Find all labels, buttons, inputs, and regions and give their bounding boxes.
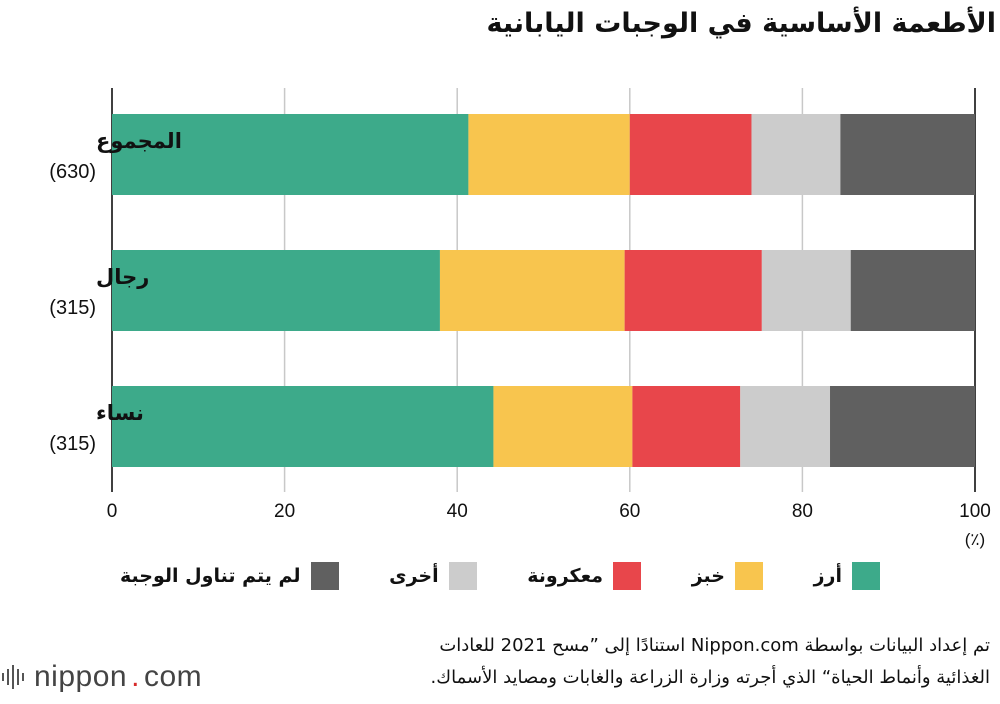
source-line-2: الغذائية وأنماط الحياة“ الذي أجرته وزارة… xyxy=(430,667,990,688)
bar-segment xyxy=(624,250,762,331)
legend-item-skipped: لم يتم تناول الوجبة xyxy=(120,562,339,590)
legend-label-noodles: معكرونة xyxy=(527,565,604,587)
chart-title: الأطعمة الأساسية في الوجبات اليابانية xyxy=(486,8,996,39)
bar-segment xyxy=(830,386,975,467)
legend-swatch-noodles xyxy=(613,562,642,590)
logo-bars-icon xyxy=(2,665,24,689)
legend-item-rice: أرز xyxy=(814,562,880,590)
x-tick-label: 60 xyxy=(619,501,640,522)
bar-segment xyxy=(850,250,975,331)
legend-label-skipped: لم يتم تناول الوجبة xyxy=(120,565,301,587)
nippon-logo: nippon. com xyxy=(2,660,202,694)
legend-label-other: أخرى xyxy=(389,565,439,587)
logo-suffix: com xyxy=(143,660,203,693)
legend-swatch-rice xyxy=(852,562,880,590)
bar-segment xyxy=(740,386,831,467)
logo-dot: . xyxy=(131,660,140,693)
category-count-label: (315) xyxy=(49,297,96,319)
bar-segment xyxy=(493,386,633,467)
logo-name: nippon xyxy=(34,660,128,693)
bar-segment xyxy=(629,114,752,195)
bar-segment xyxy=(468,114,630,195)
bar-segment xyxy=(632,386,741,467)
bar-segment xyxy=(840,114,975,195)
legend-item-other: أخرى xyxy=(389,562,477,590)
legend-label-bread: خبز xyxy=(691,565,725,587)
x-tick-label: 80 xyxy=(792,501,813,522)
category-count-label: (315) xyxy=(49,433,96,455)
bar-segment xyxy=(112,386,494,467)
bar-segment xyxy=(751,114,841,195)
x-tick-label: 20 xyxy=(274,501,295,522)
legend: أرز خبز معكرونة أخرى لم يتم تناول الوجبة xyxy=(120,556,880,596)
x-unit-label: (٪) xyxy=(965,530,985,549)
bar-segment xyxy=(112,114,469,195)
legend-swatch-skipped xyxy=(310,562,339,590)
bar-segment xyxy=(761,250,851,331)
bar-segment xyxy=(112,250,440,331)
x-tick-label: 40 xyxy=(447,501,468,522)
x-tick-label: 100 xyxy=(959,501,991,522)
source-line-1: تم إعداد البيانات بواسطة Nippon.com استن… xyxy=(439,635,990,656)
legend-swatch-other xyxy=(448,562,477,590)
bar-segment xyxy=(439,250,625,331)
category-label: نساء xyxy=(96,401,144,425)
x-tick-label: 0 xyxy=(107,501,118,522)
legend-label-rice: أرز xyxy=(813,565,842,587)
source-note: تم إعداد البيانات بواسطة Nippon.com استن… xyxy=(250,630,990,694)
category-label: رجال xyxy=(96,265,149,289)
legend-item-bread: خبز xyxy=(692,562,763,590)
legend-item-noodles: معكرونة xyxy=(527,562,642,590)
legend-swatch-bread xyxy=(734,562,763,590)
category-label: المجموع xyxy=(96,129,182,153)
category-count-label: (630) xyxy=(49,161,96,183)
